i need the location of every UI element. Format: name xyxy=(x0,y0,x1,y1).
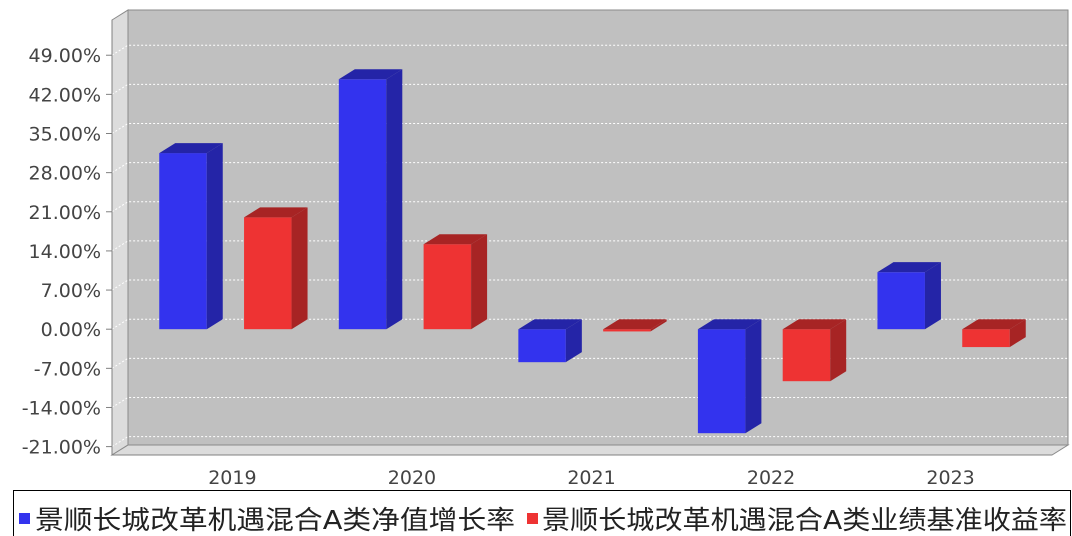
y-tick-label: 35.00% xyxy=(29,124,101,146)
bar-top-face xyxy=(962,319,1026,330)
bar-side-face xyxy=(386,69,403,330)
y-tick-label: -14.00% xyxy=(22,397,101,419)
bar-front-face xyxy=(603,329,651,332)
bar-2022-series-2 xyxy=(782,319,847,382)
y-tick-label: 7.00% xyxy=(41,280,101,302)
x-tick-label: 2019 xyxy=(208,467,256,489)
bar-2023-series-2 xyxy=(962,319,1026,348)
y-gridline xyxy=(111,123,1068,134)
bar-side-face xyxy=(650,319,667,332)
x-tick-label: 2020 xyxy=(388,467,436,489)
bar-side-face xyxy=(206,143,223,330)
y-tick-label: 21.00% xyxy=(29,202,101,224)
bar-top-face xyxy=(877,262,941,273)
bar-top-face xyxy=(782,319,847,330)
bar-side-face xyxy=(471,234,488,330)
bar-2020-series-2 xyxy=(423,234,488,330)
y-tick-label: 42.00% xyxy=(29,84,101,106)
legend-label-series-2: 景顺长城改革机遇混合A类业绩基准收益率 xyxy=(542,506,1067,536)
x-tick-label: 2023 xyxy=(926,467,974,489)
plot-floor xyxy=(110,444,1070,456)
y-gridline xyxy=(111,279,1068,291)
y-gridline xyxy=(111,44,1068,56)
bar-2021-series-2 xyxy=(603,319,667,332)
legend-border xyxy=(13,490,1071,536)
legend: 景顺长城改革机遇混合A类净值增长率 景顺长城改革机遇混合A类业绩基准收益率 xyxy=(13,490,1071,536)
bar-front-face xyxy=(697,329,746,434)
y-gridline xyxy=(111,201,1068,213)
bar-2019-series-1 xyxy=(159,143,223,330)
legend-item-series-2: 景顺长城改革机遇混合A类业绩基准收益率 xyxy=(527,506,1067,536)
bar-side-face xyxy=(1009,319,1026,348)
y-tick-label: -21.00% xyxy=(22,437,101,459)
x-tick-label: 2022 xyxy=(747,467,795,489)
y-gridline xyxy=(111,162,1068,174)
bar-front-face xyxy=(244,217,292,330)
y-gridline xyxy=(111,240,1068,252)
bar-front-face xyxy=(159,153,207,330)
bar-top-face xyxy=(697,319,762,330)
legend-swatch-series-1 xyxy=(19,513,30,524)
bar-side-face xyxy=(745,319,762,434)
bar-front-face xyxy=(877,272,925,330)
bar-front-face xyxy=(518,329,566,363)
bar-2023-series-1 xyxy=(877,262,941,330)
bar-top-face xyxy=(603,319,667,330)
legend-swatch-series-2 xyxy=(527,513,538,524)
bar-front-face xyxy=(423,244,472,330)
bar-side-face xyxy=(830,319,847,382)
bar-top-face xyxy=(518,319,582,330)
legend-item-series-1: 景顺长城改革机遇混合A类净值增长率 xyxy=(19,506,515,536)
x-tick-label: 2021 xyxy=(567,467,615,489)
bar-front-face xyxy=(338,79,387,330)
bar-side-face xyxy=(924,262,941,330)
bar-marks xyxy=(159,69,1026,434)
bar-2021-series-1 xyxy=(518,319,582,363)
bar-top-face xyxy=(159,143,223,154)
bar-2019-series-2 xyxy=(244,207,308,330)
y-gridline xyxy=(111,436,1068,448)
y-tick-label: 28.00% xyxy=(29,163,101,185)
bar-2022-series-1 xyxy=(697,319,762,434)
y-tick-label: 0.00% xyxy=(41,319,101,341)
bar-2020-series-1 xyxy=(338,69,403,330)
y-tick-label: 49.00% xyxy=(29,45,101,67)
y-tick-label: -7.00% xyxy=(34,358,101,380)
bar-top-face xyxy=(338,69,403,80)
bar-front-face xyxy=(962,329,1010,348)
y-tick-label: 14.00% xyxy=(29,241,101,263)
y-gridline xyxy=(111,83,1068,95)
bar-side-face xyxy=(291,207,308,330)
bar-front-face xyxy=(782,329,831,382)
axes: -21.00% -14.00% -7.00% 0.00% 7.00% 14.00% 21.0… xyxy=(22,20,1052,489)
bar-top-face xyxy=(423,234,488,245)
legend-label-series-1: 景顺长城改革机遇混合A类净值增长率 xyxy=(35,506,515,536)
plot-left-wall xyxy=(111,9,129,456)
bar-side-face xyxy=(565,319,582,363)
bar-top-face xyxy=(244,207,308,218)
